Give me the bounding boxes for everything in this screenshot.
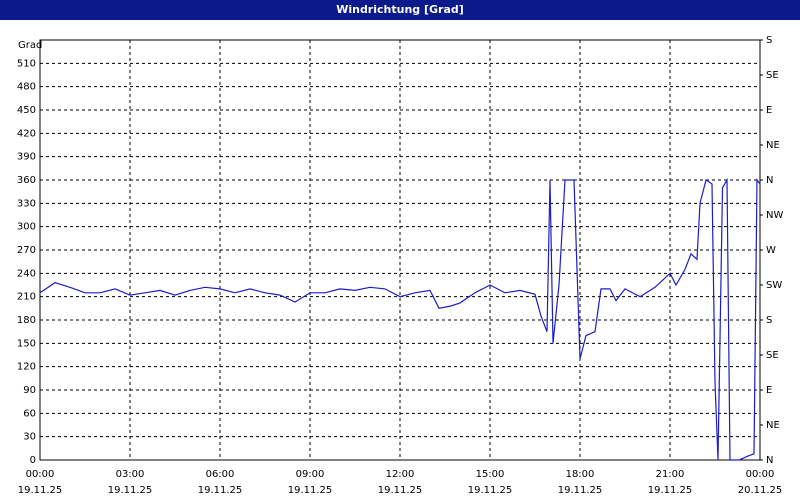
x-tick-date: 19.11.25	[558, 485, 603, 496]
y-tick-label: 210	[17, 292, 36, 303]
y2-tick-label: N	[766, 455, 773, 466]
y-tick-label: 330	[17, 198, 36, 209]
title-bar: Windrichtung [Grad]	[0, 0, 800, 20]
y2-tick-label: S	[766, 35, 772, 46]
y2-tick-label: SW	[766, 280, 782, 291]
x-tick-date: 19.11.25	[648, 485, 693, 496]
x-tick-label: 15:00	[476, 469, 505, 480]
y2-tick-label: S	[766, 315, 772, 326]
y-tick-label: 0	[30, 455, 36, 466]
y2-tick-label: E	[766, 105, 772, 116]
data-line	[39, 177, 761, 461]
y-tick-label: 240	[17, 268, 36, 279]
x-tick-date: 20.11.25	[738, 485, 783, 496]
y2-tick-label: NW	[766, 210, 783, 221]
y2-tick-label: NE	[766, 140, 780, 151]
x-tick-label: 00:00	[26, 469, 55, 480]
y-tick-label: 510	[17, 58, 36, 69]
x-tick-date: 19.11.25	[288, 485, 333, 496]
y2-tick-label: SE	[766, 350, 779, 361]
x-tick-label: 21:00	[656, 469, 685, 480]
x-tick-label: 12:00	[386, 469, 415, 480]
y-tick-label: 150	[17, 338, 36, 349]
chart: Grad 0 30 60 90 120 150 180 210 240 270 300 330 360 3…	[17, 35, 784, 496]
y-tick-label: 180	[17, 315, 36, 326]
y-tick-label: 300	[17, 222, 36, 233]
y-tick-label: 480	[17, 82, 36, 93]
y-tick-label: 360	[17, 175, 36, 186]
y-tick-label: 30	[23, 432, 36, 443]
x-tick-date: 19.11.25	[198, 485, 243, 496]
x-tick-date: 19.11.25	[108, 485, 153, 496]
y2-tick-label: W	[766, 245, 776, 256]
y-tick-label: 270	[17, 245, 36, 256]
y-tick-label: 420	[17, 128, 36, 139]
x-tick-label: 06:00	[206, 469, 235, 480]
y-tick-label: 450	[17, 105, 36, 116]
x-tick-label: 09:00	[296, 469, 325, 480]
x-tick-label: 00:00	[746, 469, 775, 480]
y-tick-label: 90	[23, 385, 36, 396]
x-tick-date: 19.11.25	[378, 485, 423, 496]
y-tick-label: 390	[17, 152, 36, 163]
x-tick-label: 18:00	[566, 469, 595, 480]
y-axis-label: Grad	[18, 40, 42, 51]
y2-tick-label: NE	[766, 420, 780, 431]
x-tick-label: 03:00	[116, 469, 145, 480]
y-tick-label: 60	[23, 408, 36, 419]
y2-tick-label: SE	[766, 70, 779, 81]
x-tick-date: 19.11.25	[18, 485, 63, 496]
x-tick-date: 19.11.25	[468, 485, 513, 496]
y-tick-label: 120	[17, 362, 36, 373]
y2-tick-label: N	[766, 175, 773, 186]
y2-tick-label: E	[766, 385, 772, 396]
